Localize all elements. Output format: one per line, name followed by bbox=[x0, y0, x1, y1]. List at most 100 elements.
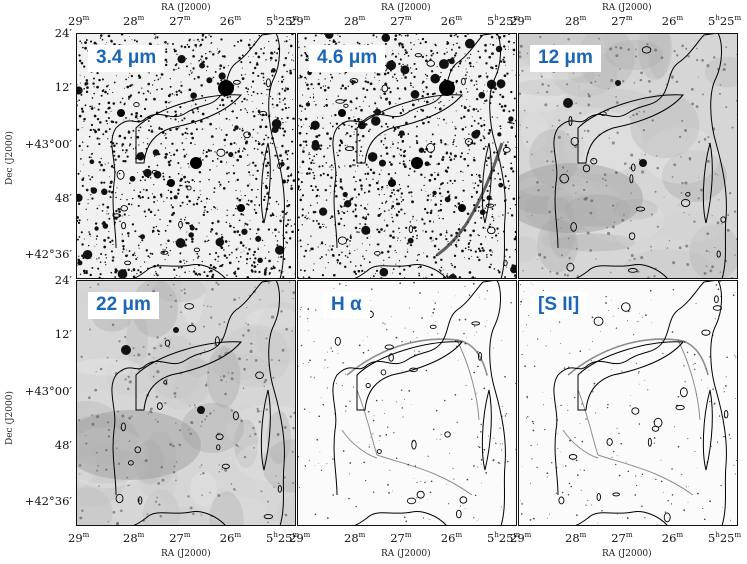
star bbox=[454, 204, 457, 207]
star bbox=[473, 465, 475, 467]
star bbox=[115, 522, 120, 526]
star bbox=[484, 43, 487, 47]
star bbox=[157, 233, 160, 235]
star bbox=[204, 209, 206, 211]
star bbox=[250, 86, 253, 88]
contour-island bbox=[259, 111, 268, 116]
star bbox=[186, 231, 188, 233]
star bbox=[304, 108, 307, 110]
star bbox=[455, 345, 457, 347]
contour-island bbox=[388, 353, 394, 362]
star bbox=[201, 494, 203, 496]
star bbox=[167, 254, 170, 256]
star bbox=[583, 197, 587, 201]
star bbox=[233, 156, 235, 158]
star bbox=[76, 219, 79, 222]
star bbox=[304, 216, 306, 219]
star bbox=[285, 224, 288, 228]
star bbox=[307, 212, 310, 214]
star bbox=[379, 95, 381, 97]
ra-tick-top-1-4: 5h25m bbox=[487, 14, 521, 28]
star bbox=[685, 486, 687, 488]
star bbox=[264, 257, 267, 260]
star bbox=[283, 258, 286, 261]
contour-island bbox=[133, 102, 140, 108]
star bbox=[630, 192, 632, 194]
star bbox=[147, 91, 150, 93]
star bbox=[386, 125, 389, 128]
star bbox=[344, 73, 346, 75]
filament bbox=[562, 429, 599, 459]
star bbox=[291, 33, 294, 36]
star bbox=[371, 42, 373, 44]
star bbox=[297, 185, 300, 188]
star bbox=[455, 33, 457, 36]
star bbox=[338, 144, 342, 147]
star bbox=[292, 179, 296, 182]
star bbox=[194, 272, 198, 276]
star bbox=[477, 184, 480, 187]
star bbox=[216, 220, 220, 223]
star bbox=[369, 244, 371, 246]
star bbox=[121, 143, 125, 146]
star bbox=[154, 214, 156, 217]
star bbox=[575, 459, 578, 462]
contour-island bbox=[641, 46, 652, 54]
star bbox=[105, 85, 108, 88]
star bbox=[165, 243, 167, 245]
star bbox=[398, 260, 401, 262]
star bbox=[290, 172, 292, 174]
star bbox=[91, 266, 94, 269]
star bbox=[246, 90, 249, 93]
star bbox=[262, 198, 266, 202]
star bbox=[443, 52, 446, 55]
star bbox=[365, 378, 367, 380]
star bbox=[173, 48, 176, 51]
star bbox=[460, 117, 463, 120]
star bbox=[451, 96, 454, 99]
star bbox=[475, 173, 478, 176]
star bbox=[582, 188, 586, 192]
star bbox=[264, 125, 268, 129]
star bbox=[281, 290, 284, 292]
star bbox=[391, 76, 394, 78]
star bbox=[435, 44, 437, 47]
star bbox=[466, 337, 467, 339]
star bbox=[644, 517, 646, 519]
star bbox=[338, 165, 340, 167]
star bbox=[390, 207, 393, 210]
star bbox=[120, 509, 123, 513]
star bbox=[314, 185, 317, 188]
star bbox=[257, 264, 259, 266]
star bbox=[312, 97, 315, 99]
star bbox=[467, 243, 470, 246]
star bbox=[459, 505, 462, 507]
star bbox=[256, 169, 259, 172]
star bbox=[271, 103, 274, 106]
star bbox=[263, 270, 267, 274]
star bbox=[137, 75, 140, 77]
star bbox=[497, 240, 499, 242]
star bbox=[249, 39, 251, 41]
star bbox=[368, 261, 371, 264]
star bbox=[504, 175, 507, 178]
star bbox=[271, 68, 276, 73]
star bbox=[445, 152, 449, 155]
star bbox=[175, 69, 177, 71]
star bbox=[83, 271, 86, 275]
star bbox=[538, 253, 542, 257]
star bbox=[410, 84, 412, 87]
star bbox=[208, 253, 211, 256]
star bbox=[497, 132, 502, 137]
star bbox=[716, 441, 719, 443]
star bbox=[102, 168, 106, 172]
star bbox=[332, 494, 334, 496]
star bbox=[533, 365, 536, 367]
star bbox=[388, 209, 390, 211]
star bbox=[318, 134, 321, 137]
star bbox=[313, 155, 316, 158]
star bbox=[156, 420, 159, 423]
star bbox=[483, 387, 486, 390]
star bbox=[357, 165, 359, 167]
star bbox=[297, 124, 299, 127]
